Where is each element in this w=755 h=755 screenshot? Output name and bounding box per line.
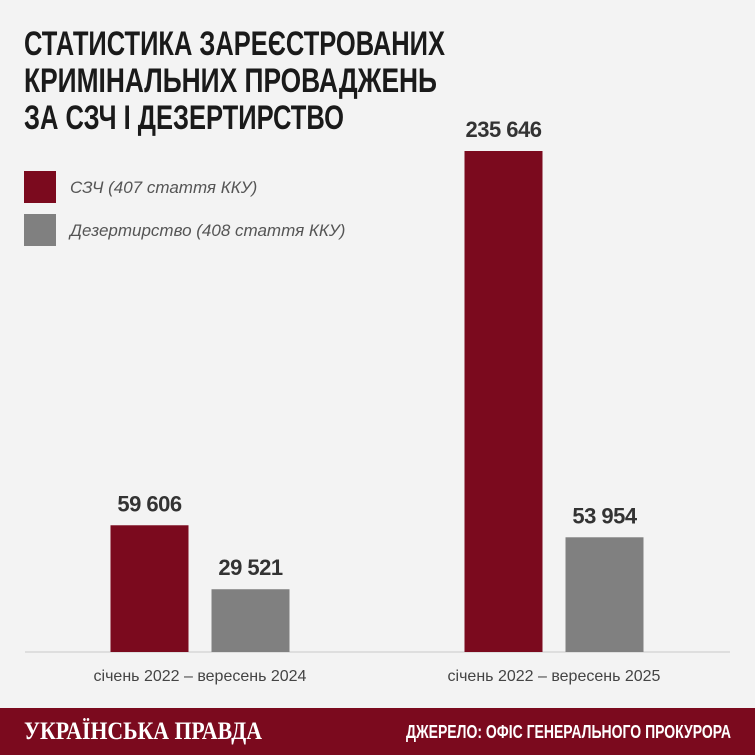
chart-title: КРИМІНАЛЬНИХ ПРОВАДЖЕНЬ: [24, 62, 437, 100]
bar: [110, 525, 189, 652]
value-label: 59 606: [117, 491, 182, 516]
bar: [211, 589, 290, 652]
chart-title: СТАТИСТИКА ЗАРЕЄСТРОВАНИХ: [24, 25, 445, 63]
legend-label: Дезертирство (408 стаття ККУ): [68, 221, 345, 240]
chart-title: ЗА СЗЧ І ДЕЗЕРТИРСТВО: [24, 99, 344, 137]
footer-band: [0, 708, 755, 755]
x-tick-label: січень 2022 – вересень 2025: [448, 668, 661, 685]
value-label: 53 954: [572, 503, 638, 528]
legend-label: СЗЧ (407 стаття ККУ): [70, 178, 257, 197]
legend-swatch: [24, 171, 56, 203]
value-label: 235 646: [465, 117, 541, 142]
brand: УКРАЇНСЬКА ПРАВДА: [24, 718, 262, 745]
value-label: 29 521: [218, 555, 283, 580]
bar: [464, 151, 543, 652]
source: ДЖЕРЕЛО: ОФІС ГЕНЕРАЛЬНОГО ПРОКУРОРА: [406, 722, 731, 742]
legend-swatch: [24, 214, 56, 246]
bar: [565, 537, 644, 652]
x-tick-label: січень 2022 – вересень 2024: [94, 668, 307, 685]
